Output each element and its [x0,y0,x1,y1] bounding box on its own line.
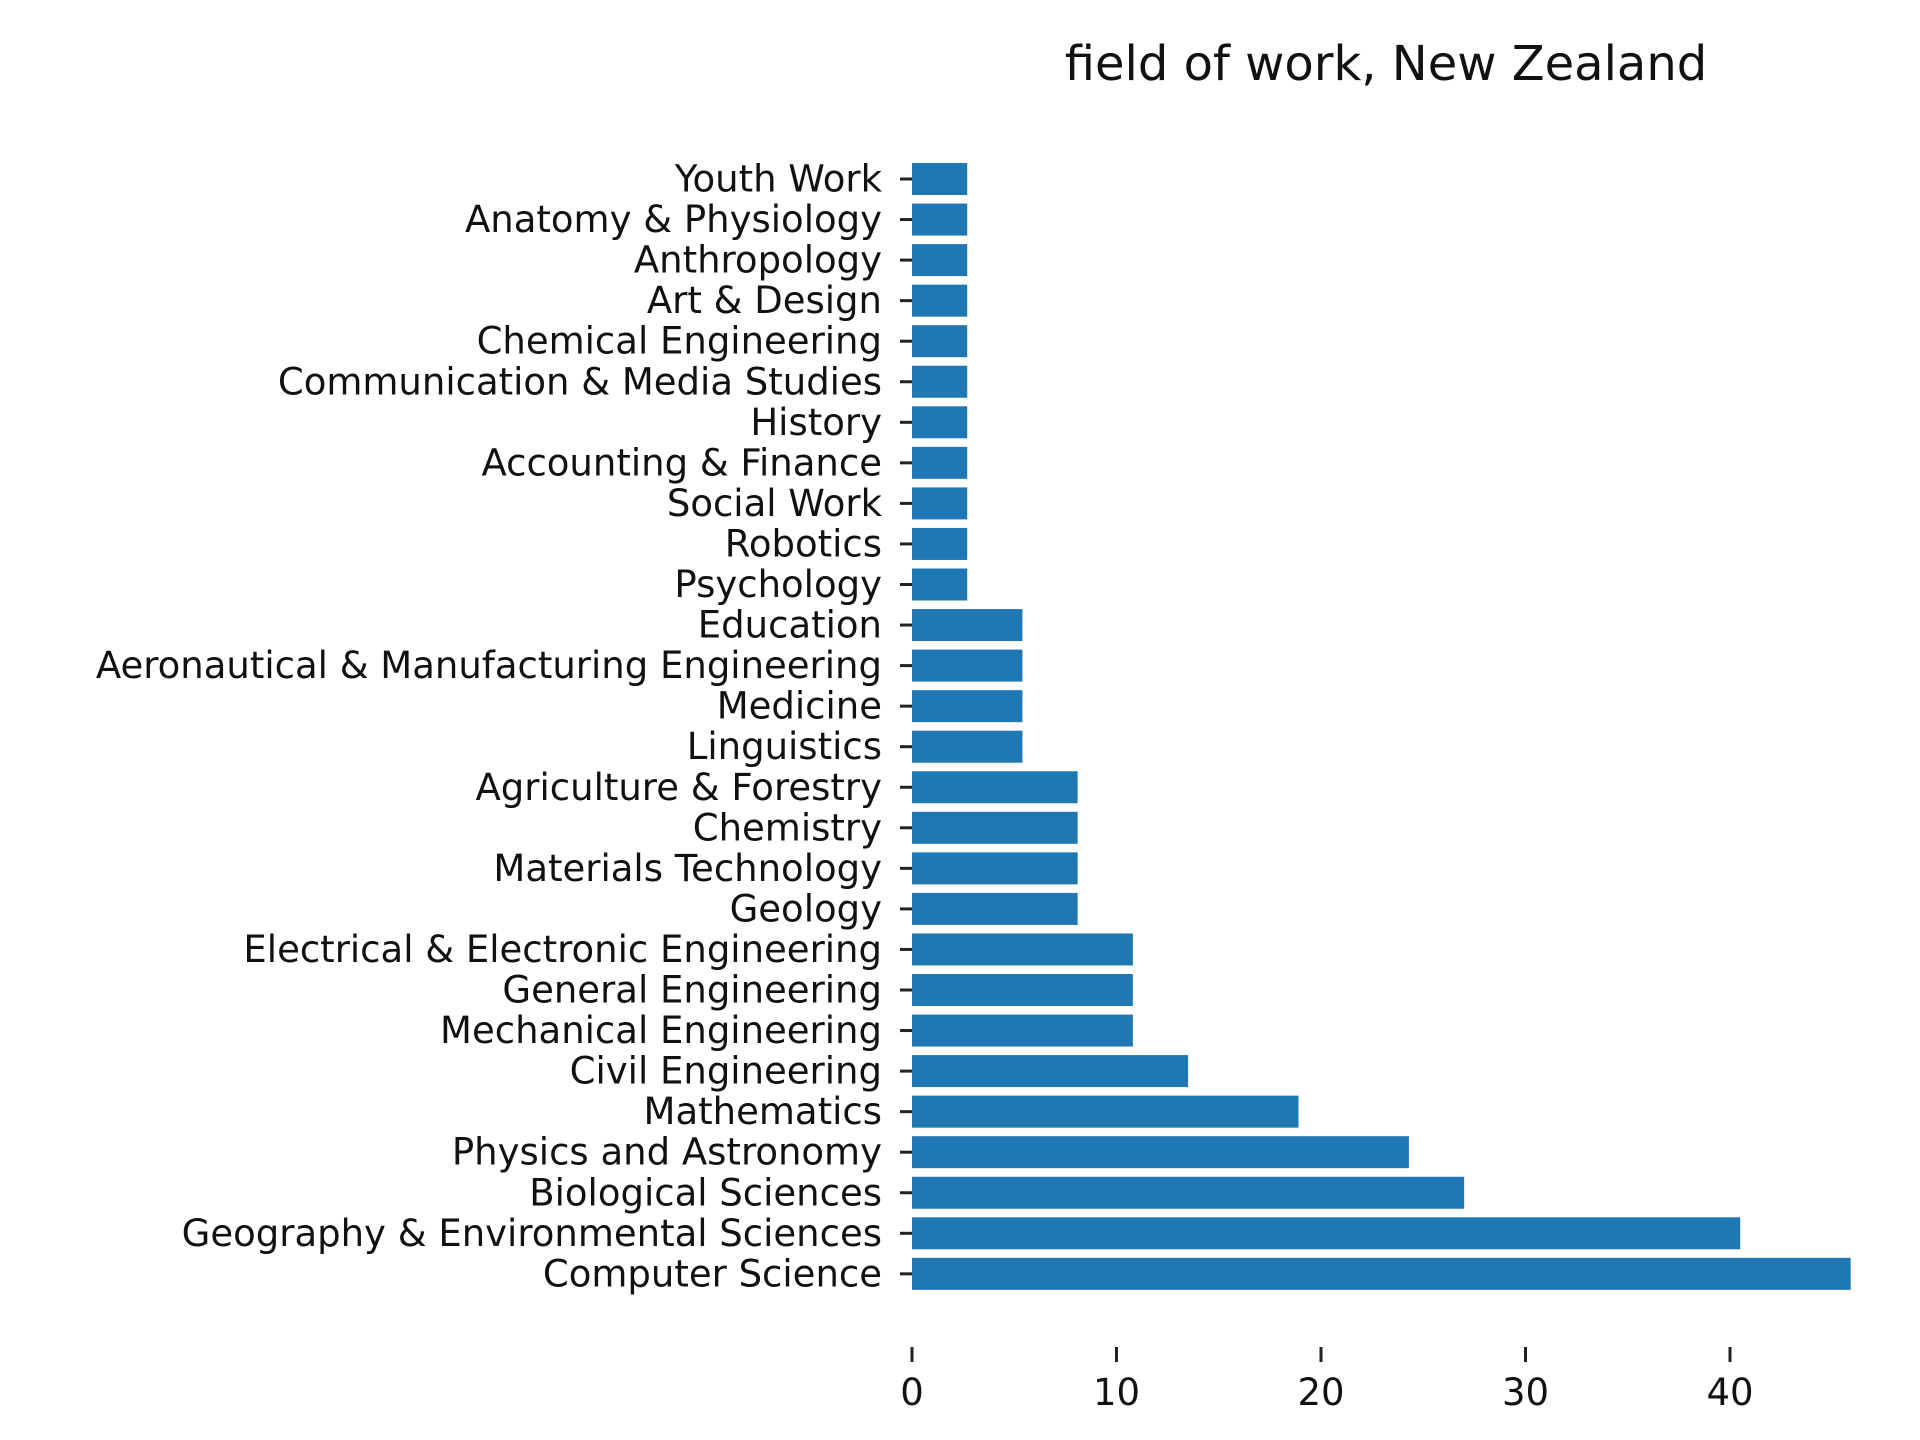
y-tick-label: Social Work [667,482,883,525]
bar [912,811,1078,844]
y-tick-label: Agriculture & Forestry [475,766,882,809]
bar [912,771,1078,804]
y-tick-label: Biological Sciences [529,1171,882,1214]
bar [912,446,968,479]
y-tick-label: Communication & Media Studies [278,360,882,403]
bar [912,527,968,560]
x-tick-label: 20 [1297,1371,1344,1414]
bar [912,1136,1409,1169]
bars-group [912,163,1851,1290]
y-tick-label: Electrical & Electronic Engineering [243,928,882,971]
bar [912,690,1023,723]
y-tick-label: Linguistics [687,725,882,768]
bar [912,649,1023,682]
x-axis: 0 10 20 30 40 [900,1347,1754,1414]
bar [912,852,1078,885]
x-tick-label: 0 [900,1371,924,1414]
bar [912,933,1133,966]
y-tick-label: Civil Engineering [570,1050,882,1093]
bar [912,1257,1851,1290]
y-tick-label: Materials Technology [493,847,882,890]
y-tick-label: Aeronautical & Manufacturing Engineering [96,644,882,687]
chart-title: field of work, New Zealand [1065,36,1707,92]
y-tick-label: Psychology [674,563,882,606]
x-tick-label: 10 [1093,1371,1140,1414]
y-tick-label: Education [698,604,882,647]
bar [912,568,968,601]
y-tick-label: Anthropology [634,239,882,282]
y-tick-label: Mechanical Engineering [440,1009,882,1052]
bar [912,1095,1299,1128]
bar [912,203,968,236]
y-tick-label: Computer Science [543,1252,882,1295]
bar [912,325,968,358]
y-tick-label: Youth Work [674,158,883,201]
bar [912,244,968,277]
bar [912,609,1023,642]
x-tick-label: 40 [1706,1371,1753,1414]
y-tick-label: General Engineering [502,969,882,1012]
y-tick-label: Physics and Astronomy [452,1131,882,1174]
bar [912,365,968,398]
bar [912,406,968,439]
bar [912,892,1078,925]
bar [912,163,968,195]
bar [912,1176,1465,1209]
bar [912,1055,1189,1088]
bar [912,284,968,317]
y-tick-label: Anatomy & Physiology [465,198,882,241]
y-tick-label: Mathematics [644,1090,882,1133]
y-tick-label: Robotics [725,522,882,565]
bar [912,730,1023,763]
bar [912,1217,1741,1250]
y-tick-label: Geography & Environmental Sciences [182,1212,882,1255]
y-tick-label: Medicine [717,685,882,728]
y-tick-label: Geology [730,887,882,930]
bar [912,487,968,520]
x-tick-label: 30 [1502,1371,1549,1414]
y-tick-label: Art & Design [647,279,882,322]
bar [912,1014,1133,1047]
y-tick-label: Chemistry [693,806,882,849]
y-tick-label: History [750,401,882,444]
y-tick-label: Accounting & Finance [481,441,882,484]
bar [912,974,1133,1006]
y-tick-label: Chemical Engineering [477,320,882,363]
